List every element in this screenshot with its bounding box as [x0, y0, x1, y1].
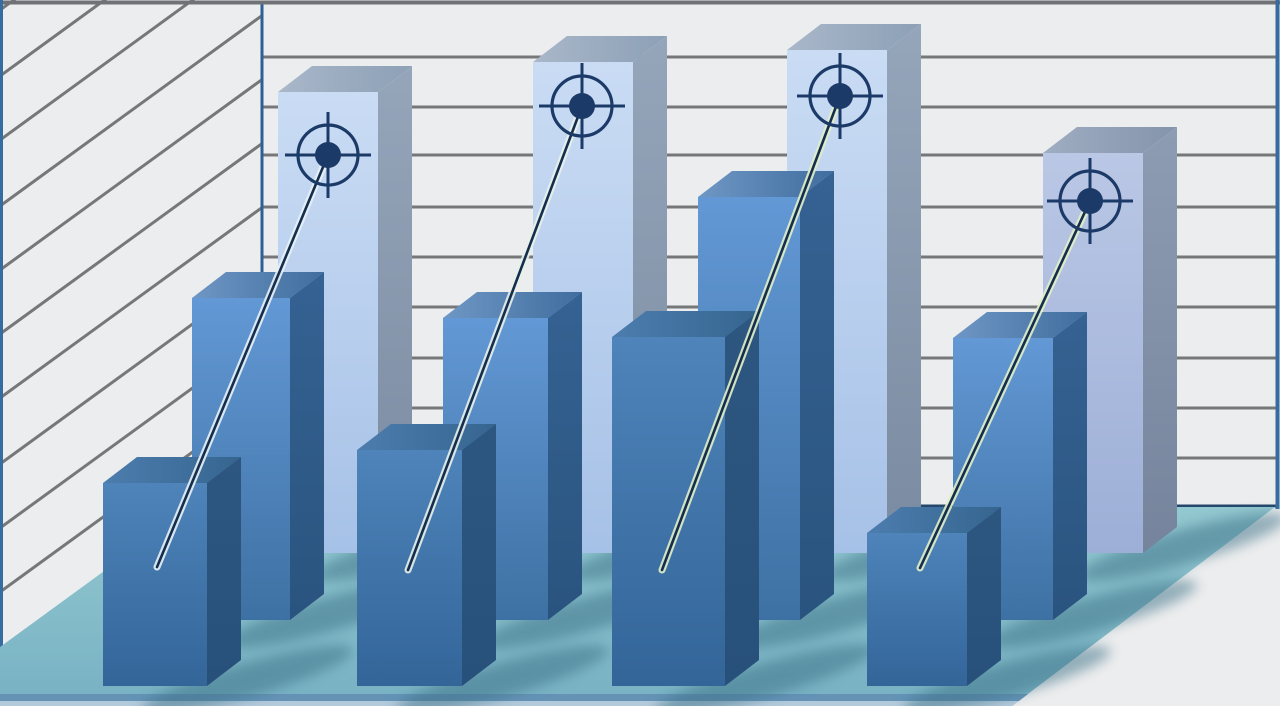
bar-g2-front	[357, 424, 609, 706]
target-crosshair-icon-4	[1047, 158, 1133, 244]
bar-side-face	[1143, 127, 1177, 553]
bar-shadow	[989, 580, 1197, 648]
trajectory-line-1	[153, 151, 332, 571]
bar-g4-front	[867, 507, 1111, 706]
bar-g3-front	[612, 311, 876, 706]
bar-side-face	[967, 507, 1001, 686]
bar-side-face	[548, 292, 582, 620]
bar-shadow	[654, 644, 876, 706]
bar-top-face	[867, 507, 1001, 533]
trajectory-line-2	[404, 102, 586, 574]
bar-side-face	[887, 24, 921, 553]
bar-top-face	[103, 457, 241, 483]
bar-side-face	[725, 311, 759, 686]
trajectory-line-3	[658, 92, 844, 574]
bar-front-face	[612, 337, 725, 686]
bar-side-face	[800, 171, 834, 620]
bar-top-face	[192, 272, 324, 298]
bar-top-face	[787, 24, 921, 50]
bar-top-face	[953, 312, 1087, 338]
bar-g1-front	[103, 457, 353, 706]
bar-side-face	[1053, 312, 1087, 620]
bar-front-face	[103, 483, 207, 686]
bar-shadow	[395, 645, 609, 706]
bar-top-face	[698, 171, 834, 197]
bar-top-face	[533, 36, 667, 62]
floor-front-edge-light	[0, 701, 1019, 706]
bar-side-face	[207, 457, 241, 686]
bar-side-face	[290, 272, 324, 620]
trajectory-line-4	[916, 197, 1094, 572]
target-crosshair-icon-1	[285, 112, 371, 198]
bar-top-face	[612, 311, 759, 337]
bar-front-face	[867, 533, 967, 686]
target-crosshair-icon-2	[539, 63, 625, 149]
target-crosshair-icon-3	[797, 53, 883, 139]
bar-shadow	[903, 646, 1111, 706]
bar-side-face	[462, 424, 496, 686]
bar-top-face	[278, 66, 412, 92]
bar-top-face	[1043, 127, 1177, 153]
bar-top-face	[443, 292, 582, 318]
bar-shadow	[141, 645, 353, 706]
bar-shadow	[1079, 513, 1280, 581]
trajectory-lines	[153, 92, 1094, 574]
